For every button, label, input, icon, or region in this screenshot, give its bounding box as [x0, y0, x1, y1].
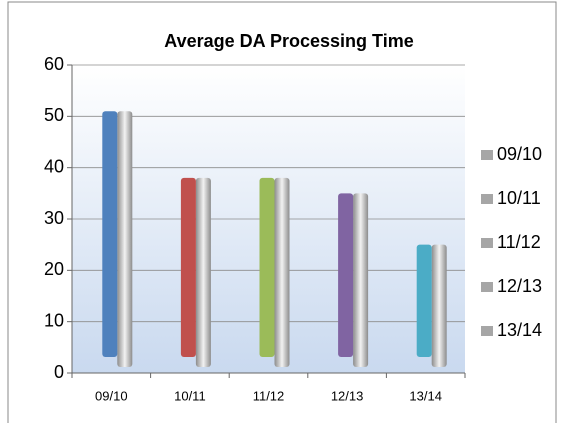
bar-shadow	[274, 177, 290, 367]
y-tick-label: 10	[44, 310, 64, 330]
legend-swatch	[481, 282, 493, 292]
x-tick-label: 10/11	[174, 388, 206, 403]
y-tick-label: 0	[54, 362, 64, 382]
legend-swatch	[481, 150, 493, 160]
y-tick-label: 30	[44, 208, 64, 228]
bar	[102, 111, 118, 357]
bar	[259, 177, 275, 357]
bar	[180, 177, 196, 357]
legend-label: 13/14	[497, 320, 542, 340]
bar-shadow	[353, 193, 369, 367]
legend-swatch	[481, 238, 493, 248]
legend-swatch	[481, 326, 493, 336]
bar	[338, 193, 354, 357]
legend-label: 11/12	[497, 232, 541, 252]
legend-label: 10/11	[497, 188, 541, 208]
bar-shadow	[195, 177, 211, 367]
legend-swatch	[481, 194, 493, 204]
legend-label: 12/13	[497, 276, 542, 296]
bar-shadow	[117, 111, 133, 367]
x-tick-label: 13/14	[409, 388, 442, 403]
x-tick-label: 09/10	[95, 388, 128, 403]
chart-title: Average DA Processing Time	[164, 31, 413, 51]
x-tick-label: 12/13	[331, 388, 364, 403]
legend-label: 09/10	[497, 144, 542, 164]
bar	[416, 244, 432, 357]
y-tick-label: 40	[44, 156, 64, 176]
y-tick-label: 60	[44, 54, 64, 74]
chart-frame	[7, 1, 557, 423]
bar-shadow	[431, 244, 447, 367]
x-tick-label: 11/12	[253, 388, 285, 403]
y-tick-label: 20	[44, 259, 64, 279]
y-tick-label: 50	[44, 105, 64, 125]
